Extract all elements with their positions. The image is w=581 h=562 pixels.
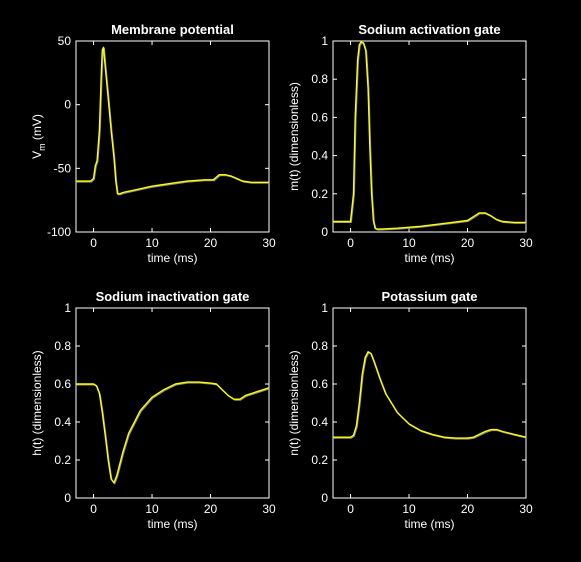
x-tick-label: 30 (262, 502, 276, 516)
subplot-1: 0 10 20 30 -100 -50 0 50 Membrane potential time … (30, 22, 276, 265)
y-tick-label: 0.8 (311, 72, 328, 86)
y-tick-label: 0.8 (311, 339, 328, 353)
y-tick-label: -100 (47, 225, 71, 239)
y-tick-label: 0 (64, 98, 71, 112)
y-tick-label: 0.4 (311, 149, 328, 163)
x-axis-label: time (ms) (405, 517, 455, 531)
series-line (76, 46, 269, 195)
y-axis-label: n(t) (dimensionless) (287, 350, 301, 455)
axes-frame (75, 307, 270, 499)
x-tick-label: 30 (519, 236, 533, 250)
x-tick-label: 10 (402, 236, 416, 250)
y-tick-label: 0.2 (311, 453, 328, 467)
series-line (333, 41, 526, 230)
y-tick-label: 50 (58, 34, 72, 48)
axes-frame (75, 40, 270, 233)
y-tick-label: 1 (321, 34, 328, 48)
x-tick-label: 10 (145, 502, 159, 516)
y-tick-label: 0.6 (311, 110, 328, 124)
y-tick-label: 0.8 (54, 339, 71, 353)
series-line (333, 351, 527, 439)
y-tick-label: 1 (321, 301, 328, 315)
series-line (76, 381, 270, 484)
x-tick-label: 20 (461, 502, 475, 516)
x-tick-label: 20 (204, 502, 218, 516)
x-tick-label: 0 (347, 502, 354, 516)
y-tick-label: 0.2 (54, 453, 71, 467)
axes-frame (332, 307, 527, 499)
subplot-title: Sodium activation gate (358, 22, 500, 37)
y-tick-label: 0 (321, 491, 328, 505)
x-tick-label: 30 (262, 236, 276, 250)
x-axis-label: time (ms) (148, 517, 198, 531)
axes-frame (332, 40, 527, 233)
y-tick-label: 0.6 (54, 377, 71, 391)
x-tick-label: 10 (402, 502, 416, 516)
y-tick-label: 0.2 (311, 187, 328, 201)
subplot-3: 0 10 20 30 0 0.2 0.4 0.6 0.8 1 Sodium inactivation… (30, 289, 276, 531)
x-axis-label: time (ms) (148, 251, 198, 265)
y-axis-label: Vm (mV) (30, 114, 47, 159)
y-tick-label: 0.6 (311, 377, 328, 391)
y-tick-label: 0 (321, 225, 328, 239)
x-tick-label: 10 (145, 236, 159, 250)
y-tick-label: 0 (64, 491, 71, 505)
subplot-2: 0 10 20 30 0 0.2 0.4 0.6 0.8 1 Sodium activation g… (287, 22, 533, 265)
x-tick-label: 30 (519, 502, 533, 516)
subplot-4: 0 10 20 30 0 0.2 0.4 0.6 0.8 1 Potassium gate time … (287, 289, 533, 531)
subplot-title: Sodium inactivation gate (96, 289, 250, 304)
x-tick-label: 0 (347, 236, 354, 250)
x-tick-label: 0 (90, 236, 97, 250)
x-tick-label: 20 (204, 236, 218, 250)
subplot-title: Potassium gate (381, 289, 477, 304)
x-axis-label: time (ms) (405, 251, 455, 265)
y-tick-label: 0.4 (311, 415, 328, 429)
x-tick-label: 20 (461, 236, 475, 250)
subplot-title: Membrane potential (111, 22, 234, 37)
y-axis-label: h(t) (dimensionless) (30, 350, 44, 455)
y-tick-label: -50 (54, 161, 72, 175)
x-tick-label: 0 (90, 502, 97, 516)
y-tick-label: 0.4 (54, 415, 71, 429)
y-axis-label: m(t) (dimensionless) (287, 82, 301, 191)
series-shadow-line (76, 47, 270, 196)
y-tick-label: 1 (64, 301, 71, 315)
